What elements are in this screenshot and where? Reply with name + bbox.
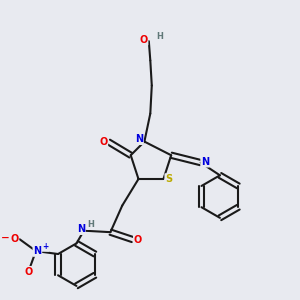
Text: N: N [201, 157, 209, 167]
Text: O: O [134, 235, 142, 244]
Text: O: O [10, 234, 19, 244]
Text: H: H [87, 220, 94, 229]
Text: S: S [165, 174, 172, 184]
Text: H: H [157, 32, 164, 41]
Text: +: + [42, 242, 49, 251]
Text: N: N [135, 134, 143, 144]
Text: O: O [99, 137, 107, 147]
Text: O: O [24, 267, 33, 277]
Text: N: N [77, 224, 85, 234]
Text: O: O [140, 35, 148, 45]
Text: −: − [1, 233, 10, 243]
Text: N: N [33, 246, 41, 256]
